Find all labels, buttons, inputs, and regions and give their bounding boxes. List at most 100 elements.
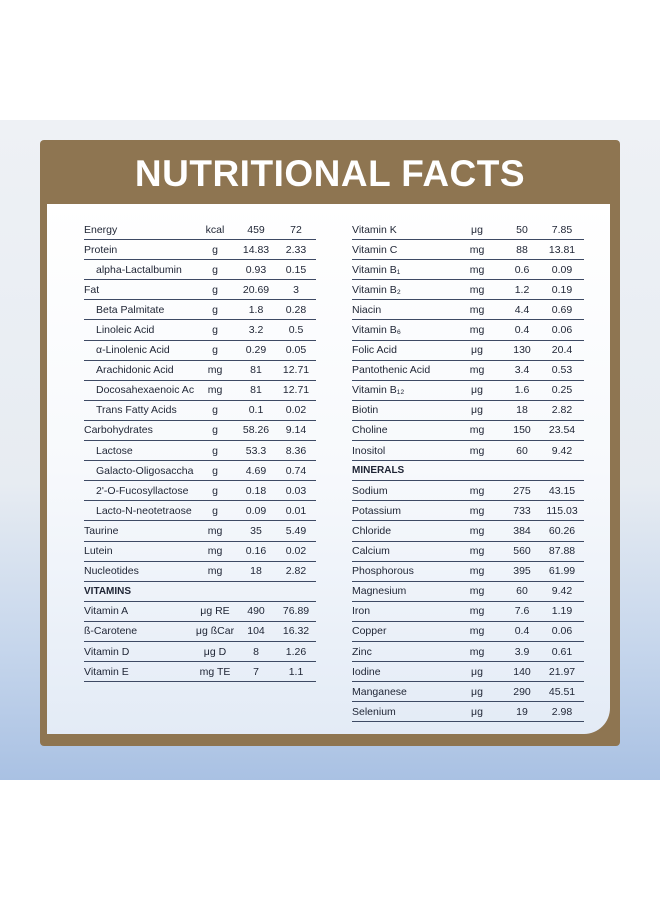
table-row: ß-Carotene μg ßCar 104 16.32 — [84, 622, 316, 642]
nutrient-value-per-100kcal: 115.03 — [546, 504, 578, 517]
nutrient-value-per-100kcal: 13.81 — [548, 243, 576, 256]
nutrient-value-per-100kcal: 1.19 — [551, 605, 573, 618]
section-heading-label: VITAMINS — [84, 585, 132, 597]
nutrient-unit: μg — [471, 705, 483, 718]
nutrient-unit: mg — [469, 283, 485, 296]
nutrient-name: Vitamin B₆ — [352, 324, 401, 337]
table-row: Iron mg 7.6 1.19 — [352, 602, 584, 622]
table-row: alpha-Lactalbumin g 0.93 0.15 — [84, 260, 316, 281]
nutrient-name: Selenium — [352, 705, 396, 718]
nutrient-name: Folic Acid — [352, 344, 397, 357]
nutrient-name: Nucleotides — [84, 565, 139, 578]
nutrient-name: Vitamin D — [84, 645, 130, 658]
nutrient-name: Lutein — [84, 545, 113, 558]
nutrient-value: 81 — [250, 364, 262, 377]
table-row: Chloride mg 384 60.26 — [352, 521, 584, 542]
nutrient-unit: mg — [207, 384, 223, 397]
nutrient-value: 290 — [513, 685, 531, 698]
nutrient-value: 18 — [516, 404, 528, 417]
nutrient-unit: mg — [469, 565, 485, 578]
nutrient-unit: mg — [469, 545, 485, 558]
table-row: Vitamin B₁ mg 0.6 0.09 — [352, 260, 584, 281]
facts-panel — [47, 204, 610, 734]
nutrient-unit: mg — [469, 243, 485, 256]
table-row: Arachidonic Acid mg 81 12.71 — [84, 361, 316, 381]
nutrient-list: Energy kcal 459 72 Protein g 14.83 2.33 alpha-La… — [84, 220, 316, 582]
table-row: α-Linolenic Acid g 0.29 0.05 — [84, 341, 316, 361]
nutrient-value-per-100kcal: 87.88 — [548, 545, 576, 558]
table-row: Taurine mg 35 5.49 — [84, 521, 316, 542]
nutrient-value: 53.3 — [245, 444, 267, 457]
nutrient-unit: μg D — [203, 645, 227, 658]
nutrient-name: Trans Fatty Acids — [96, 404, 177, 417]
nutrient-name: Galacto-Oligosaccharides — [96, 464, 194, 477]
nutrient-value: 14.83 — [242, 243, 270, 256]
nutrient-name: Lacto-N-neotetraose — [96, 504, 192, 517]
nutrient-name: Niacin — [352, 303, 382, 316]
nutrient-unit: mg — [469, 645, 485, 658]
nutrient-name: 2'-O-Fucosyllactose — [96, 484, 189, 497]
nutrient-value: 104 — [247, 625, 265, 638]
nutrient-name: Taurine — [84, 524, 119, 537]
nutrient-value: 19 — [516, 705, 528, 718]
nutrient-value-per-100kcal: 0.74 — [285, 464, 307, 477]
nutrient-unit: mg — [207, 565, 223, 578]
nutrient-value: 1.6 — [514, 384, 530, 397]
nutrient-unit: μg — [471, 384, 483, 397]
table-row: Vitamin E mg TE 7 1.1 — [84, 662, 316, 683]
nutrient-value-per-100kcal: 5.49 — [285, 524, 307, 537]
nutrient-name: Manganese — [352, 685, 407, 698]
nutrient-name: Choline — [352, 424, 388, 437]
nutrient-unit: μg ßCar — [195, 625, 235, 638]
nutrient-value: 0.4 — [514, 625, 530, 638]
nutrient-value-per-100kcal: 0.03 — [285, 484, 307, 497]
nutrient-value-per-100kcal: 1.1 — [288, 665, 304, 678]
nutrient-unit: μg RE — [200, 605, 230, 618]
nutrient-name: Phosphorous — [352, 565, 414, 578]
table-row: Docosahexaenoic Acid mg 81 12.71 — [84, 381, 316, 401]
nutrient-name: Vitamin K — [352, 223, 397, 236]
nutrient-value-per-100kcal: 9.42 — [551, 444, 573, 457]
nutrient-value-per-100kcal: 0.61 — [551, 645, 573, 658]
nutrient-name: Linoleic Acid — [96, 324, 155, 337]
table-row: Linoleic Acid g 3.2 0.5 — [84, 320, 316, 341]
table-row: Carbohydrates g 58.26 9.14 — [84, 421, 316, 442]
nutrient-unit: mg — [469, 585, 485, 598]
table-row: Iodine μg 140 21.97 — [352, 662, 584, 683]
nutrient-value: 7 — [253, 665, 259, 678]
nutrient-value: 0.4 — [514, 324, 530, 337]
nutrient-unit: mg — [469, 303, 485, 316]
nutrient-name: Calcium — [352, 545, 390, 558]
nutrient-name: Vitamin B₁₂ — [352, 384, 405, 397]
nutrient-value-per-100kcal: 0.06 — [551, 324, 573, 337]
nutrient-value-per-100kcal: 2.82 — [551, 404, 573, 417]
vitamin-list: Vitamin A μg RE 490 76.89 ß-Carotene μg ßCar 1… — [84, 602, 316, 683]
nutrient-value: 88 — [516, 243, 528, 256]
table-row: Manganese μg 290 45.51 — [352, 682, 584, 703]
nutrient-value-per-100kcal: 0.69 — [551, 303, 573, 316]
nutrient-value-per-100kcal: 2.82 — [285, 565, 307, 578]
table-row: Biotin μg 18 2.82 — [352, 401, 584, 421]
nutrient-name: Arachidonic Acid — [96, 364, 174, 377]
nutrient-value-per-100kcal: 76.89 — [282, 605, 310, 618]
nutrient-value: 8 — [253, 645, 259, 658]
nutrient-unit: mg — [469, 524, 485, 537]
nutrient-unit: g — [212, 283, 218, 296]
nutrient-value: 130 — [513, 344, 531, 357]
nutrient-unit: μg — [471, 665, 483, 678]
nutrient-unit: mg — [469, 424, 485, 437]
nutrient-unit: mg — [469, 324, 485, 337]
nutrient-value-per-100kcal: 16.32 — [282, 625, 310, 638]
nutrient-name: Docosahexaenoic Acid — [96, 384, 194, 397]
table-row: Calcium mg 560 87.88 — [352, 542, 584, 562]
nutrient-unit: g — [212, 344, 218, 357]
table-row: Folic Acid μg 130 20.4 — [352, 341, 584, 361]
nutrient-value: 0.1 — [248, 404, 264, 417]
nutrient-value: 60 — [516, 585, 528, 598]
nutrient-name: Zinc — [352, 645, 372, 658]
nutrient-value-per-100kcal: 0.01 — [285, 504, 307, 517]
nutrient-unit: g — [212, 484, 218, 497]
nutrient-value-per-100kcal: 43.15 — [548, 484, 576, 497]
